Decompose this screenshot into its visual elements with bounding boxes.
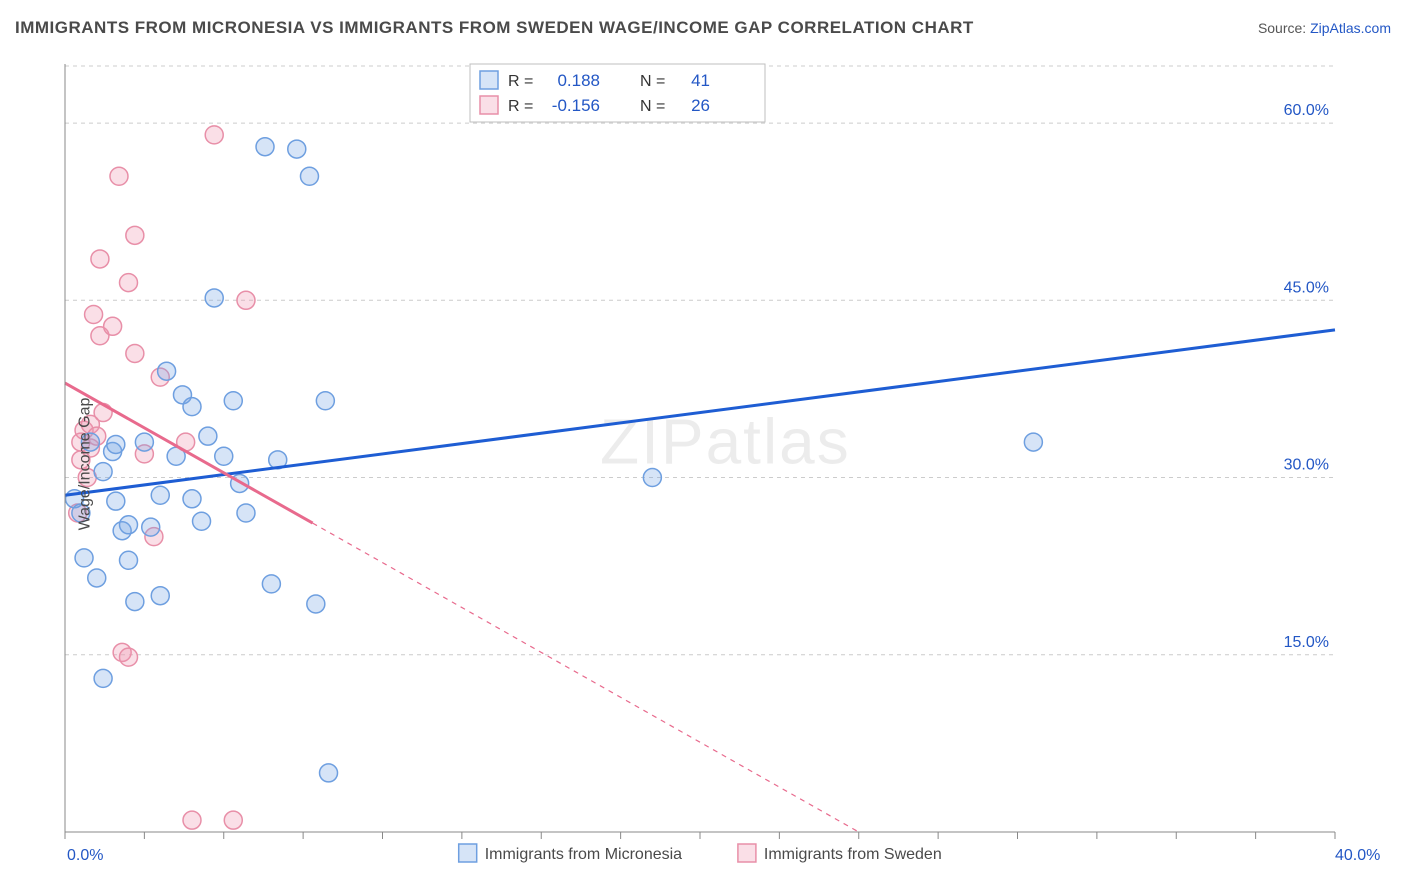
data-point <box>85 305 103 323</box>
data-point <box>120 516 138 534</box>
data-point <box>224 392 242 410</box>
data-point <box>91 250 109 268</box>
chart-svg: 15.0% 30.0% 45.0% 60.0% ZIPatlas 0.0% 40.0% R =… <box>15 50 1391 877</box>
trend-line-dashed <box>313 523 859 832</box>
data-point <box>107 492 125 510</box>
source-label-wrap: Source: ZipAtlas.com <box>1258 20 1391 36</box>
data-point <box>205 126 223 144</box>
svg-text:26: 26 <box>691 96 710 115</box>
data-point <box>300 167 318 185</box>
legend-label: Immigrants from Sweden <box>764 846 942 863</box>
data-point <box>126 593 144 611</box>
data-point <box>288 140 306 158</box>
data-point <box>104 317 122 335</box>
legend-swatch <box>738 844 756 862</box>
svg-text:40.0%: 40.0% <box>1335 847 1380 864</box>
data-point <box>120 648 138 666</box>
data-point <box>135 433 153 451</box>
svg-text:ZIPatlas: ZIPatlas <box>600 405 851 477</box>
data-point <box>120 551 138 569</box>
svg-text:15.0%: 15.0% <box>1284 634 1329 651</box>
data-point <box>215 447 233 465</box>
svg-text:0.0%: 0.0% <box>67 847 103 864</box>
svg-text:30.0%: 30.0% <box>1284 457 1329 474</box>
data-point <box>110 167 128 185</box>
legend-swatch <box>480 71 498 89</box>
data-point <box>94 669 112 687</box>
data-point <box>643 469 661 487</box>
data-point <box>224 811 242 829</box>
data-point <box>237 504 255 522</box>
data-point <box>151 486 169 504</box>
data-point <box>75 549 93 567</box>
data-point <box>193 512 211 530</box>
data-point <box>94 463 112 481</box>
legend-swatch <box>459 844 477 862</box>
data-point <box>126 226 144 244</box>
svg-text:N =: N = <box>640 98 665 115</box>
legend-swatch <box>480 96 498 114</box>
svg-text:N =: N = <box>640 73 665 90</box>
chart-area: Wage/Income Gap 15.0% 30.0% 45.0% 60.0% ZIPa… <box>15 50 1391 877</box>
data-point <box>237 291 255 309</box>
svg-text:-0.156: -0.156 <box>552 96 600 115</box>
data-point <box>199 427 217 445</box>
data-point <box>107 435 125 453</box>
legend-label: Immigrants from Micronesia <box>485 846 682 863</box>
data-point <box>126 344 144 362</box>
data-point <box>183 398 201 416</box>
svg-text:45.0%: 45.0% <box>1284 279 1329 296</box>
svg-text:R =: R = <box>508 98 533 115</box>
chart-title: IMMIGRANTS FROM MICRONESIA VS IMMIGRANTS… <box>15 18 974 37</box>
data-point <box>120 274 138 292</box>
data-point <box>158 362 176 380</box>
data-point <box>183 811 201 829</box>
svg-text:60.0%: 60.0% <box>1284 102 1329 119</box>
data-point <box>320 764 338 782</box>
svg-text:41: 41 <box>691 71 710 90</box>
data-point <box>205 289 223 307</box>
data-point <box>307 595 325 613</box>
svg-text:R =: R = <box>508 73 533 90</box>
data-point <box>88 569 106 587</box>
source-link[interactable]: ZipAtlas.com <box>1310 20 1391 36</box>
y-axis-label: Wage/Income Gap <box>76 397 94 530</box>
data-point <box>183 490 201 508</box>
data-point <box>316 392 334 410</box>
data-point <box>142 518 160 536</box>
data-point <box>1024 433 1042 451</box>
data-point <box>151 587 169 605</box>
source-label: Source: <box>1258 20 1306 36</box>
data-point <box>262 575 280 593</box>
svg-text:0.188: 0.188 <box>557 71 600 90</box>
title-bar: IMMIGRANTS FROM MICRONESIA VS IMMIGRANTS… <box>15 18 1391 48</box>
data-point <box>256 138 274 156</box>
